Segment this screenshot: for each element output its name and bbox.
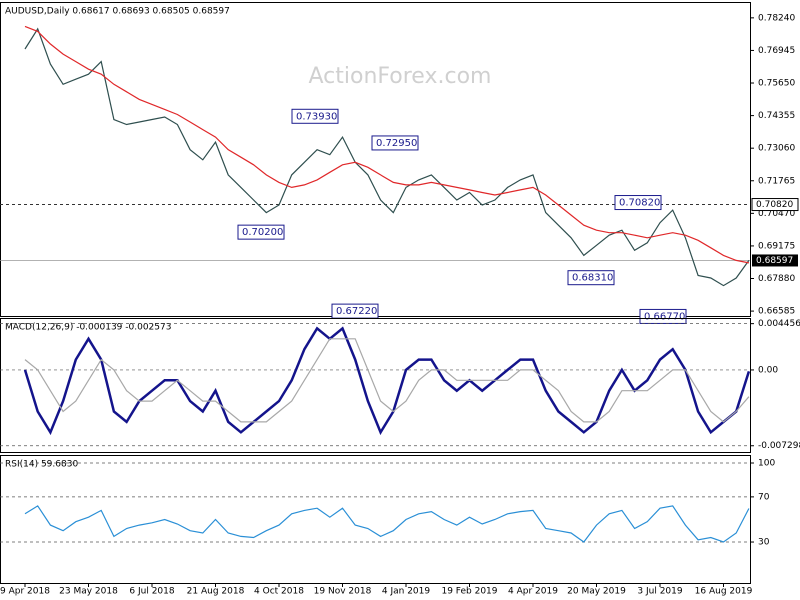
panel-frame (0, 455, 751, 584)
series-line (24, 27, 750, 287)
y-tick-label: 0.70470 (758, 209, 795, 219)
x-tick-label: 19 Nov 2018 (314, 587, 372, 597)
x-tick-label: 9 Apr 2018 (0, 587, 50, 597)
x-tick-label: 3 Jul 2019 (637, 587, 682, 597)
x-tick-label: 23 May 2018 (59, 587, 118, 597)
x-tick-label: 4 Apr 2019 (508, 587, 558, 597)
x-tick-label: 6 Jul 2018 (129, 587, 174, 597)
level-label: 0.70820 (756, 200, 793, 210)
y-tick-label: 0.75650 (758, 79, 795, 89)
series-line (24, 338, 750, 423)
last-label: 0.68597 (756, 256, 793, 266)
annotation-label: 0.73930 (296, 111, 337, 122)
y-tick-label: 30 (758, 538, 770, 548)
y-tick-label: 0.67880 (758, 274, 795, 284)
annotation-box (371, 135, 419, 151)
y-tick-label: -0.007298 (758, 441, 800, 451)
annotation-label: 0.68310 (572, 273, 613, 284)
y-tick-label: 0.66585 (758, 307, 795, 317)
panel-title: MACD(12,26,9) -0.000139 -0.002573 (5, 323, 171, 333)
annotation-label: 0.67220 (336, 306, 377, 317)
y-tick-label: 0.00 (758, 365, 778, 375)
x-tick-label: 16 Aug 2019 (695, 587, 753, 597)
annotation-label: 0.66770 (644, 311, 685, 322)
x-tick-label: 19 Feb 2019 (441, 587, 497, 597)
y-tick-label: 0.71765 (758, 176, 795, 186)
y-tick-label: 0.004456 (758, 319, 800, 329)
x-tick-label: 21 Aug 2018 (187, 587, 245, 597)
panel-frame (0, 318, 751, 453)
y-tick-label: 70 (758, 492, 770, 502)
annotation-box (291, 108, 339, 124)
series-line (24, 505, 750, 543)
level-box (751, 198, 799, 212)
y-tick-label: 0.74355 (758, 111, 795, 121)
series-line (23, 326, 751, 436)
y-tick-label: 0.73060 (758, 144, 795, 154)
y-tick-label: 0.76945 (758, 46, 795, 56)
y-tick-label: 0.69175 (758, 241, 795, 251)
annotation-box (237, 224, 285, 240)
x-tick-label: 20 May 2019 (567, 587, 626, 597)
last-box (752, 254, 798, 267)
y-tick-label: 100 (758, 459, 775, 469)
annotation-label: 0.72950 (376, 138, 417, 149)
series-line (24, 25, 750, 264)
annotation-box (567, 270, 615, 286)
panel-title: AUDUSD,Daily 0.68617 0.68693 0.68505 0.6… (5, 7, 230, 17)
annotation-label: 0.70200 (242, 227, 283, 238)
x-tick-label: 4 Jan 2019 (382, 587, 430, 597)
panel-title: RSI(14) 59.6830 (5, 460, 78, 470)
annotation-label: 0.70820 (619, 198, 660, 209)
watermark: ActionForex.com (309, 64, 492, 89)
annotation-box (614, 195, 662, 211)
y-tick-label: 0.78240 (758, 13, 795, 23)
x-tick-label: 4 Oct 2018 (254, 587, 304, 597)
